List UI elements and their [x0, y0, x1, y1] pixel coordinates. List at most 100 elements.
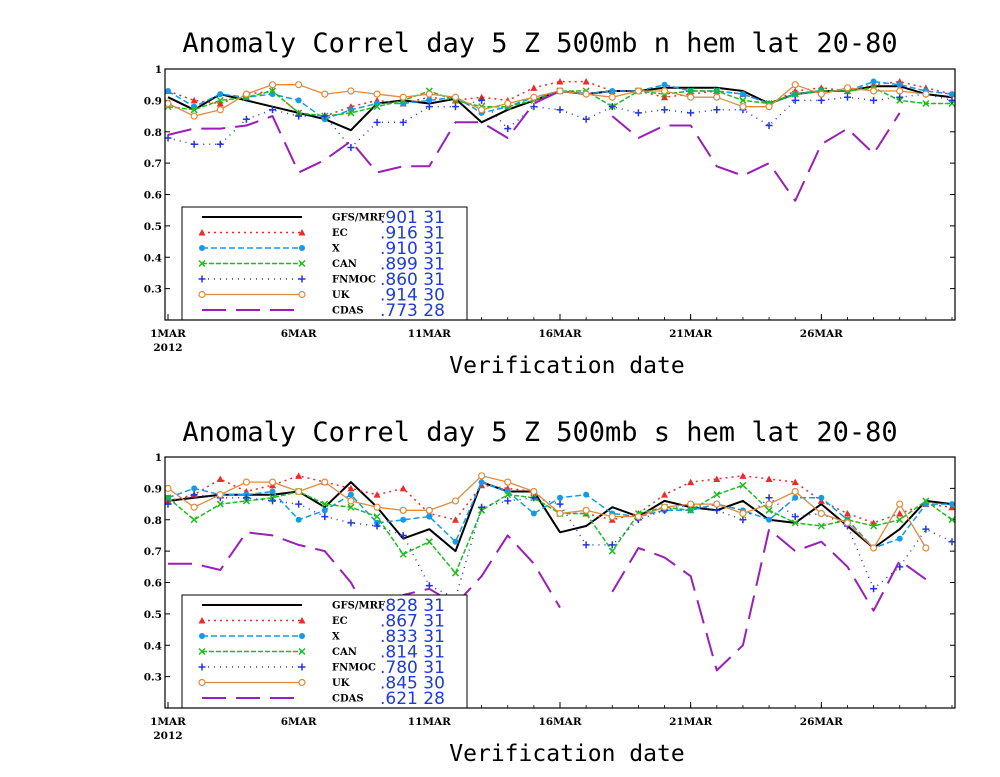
data-point [817, 90, 825, 98]
data-point [896, 535, 903, 542]
series-uk [164, 472, 930, 552]
data-point [504, 497, 512, 505]
legend-entry: CDAS .621 28 [202, 689, 445, 709]
y-tick-label: 0.9 [144, 95, 162, 107]
legend-entry: FNMOC .860 31 [198, 270, 445, 290]
data-point [373, 491, 381, 498]
series-uk [164, 81, 930, 120]
series-line [167, 84, 926, 117]
data-point [661, 106, 669, 114]
data-point [268, 478, 277, 486]
data-point [922, 544, 930, 552]
data-point [661, 93, 669, 101]
chart-panel-2: Anomaly Correl day 5 Z 500mb s hem lat 2… [144, 417, 956, 767]
data-point [608, 103, 616, 111]
data-point [661, 491, 669, 498]
data-point [426, 97, 433, 104]
chart-title: Anomaly Correl day 5 Z 500mb n hem lat 2… [182, 28, 897, 59]
data-point [739, 103, 747, 111]
data-point [608, 547, 616, 555]
legend-marker [199, 245, 205, 251]
data-point [687, 87, 695, 95]
series-line [611, 112, 901, 202]
legend-label: GFS/MRF [332, 601, 385, 612]
x-tick-label: 6MAR [281, 716, 317, 728]
data-point [687, 109, 695, 117]
legend-marker [298, 275, 306, 283]
data-point [504, 478, 512, 486]
legend-entry: GFS/MRF.828 31 [202, 596, 445, 616]
legend-label: EC [332, 616, 348, 627]
data-point [948, 516, 956, 524]
data-point [347, 484, 355, 492]
data-point [791, 513, 799, 521]
legend-score: .833 31 [380, 627, 445, 647]
data-point [190, 491, 198, 499]
data-point [530, 510, 537, 517]
data-point [373, 118, 381, 126]
data-point [608, 513, 616, 521]
x-axis-label: Verification date [449, 353, 684, 379]
data-point [321, 90, 329, 98]
legend-label: GFS/MRF [332, 213, 385, 224]
data-point [451, 103, 459, 111]
legend-score: .914 30 [380, 286, 445, 306]
data-point [634, 513, 643, 521]
x-tick-label: 21MAR [669, 716, 712, 728]
data-point [582, 78, 590, 85]
data-point [164, 484, 172, 492]
legend-score: .899 31 [380, 255, 445, 275]
data-point [556, 87, 564, 95]
legend-entry: EC .867 31 [198, 612, 445, 632]
data-point [425, 538, 433, 546]
legend-label: EC [332, 228, 348, 239]
data-point [948, 96, 956, 104]
data-point [295, 472, 303, 479]
plot-frame [164, 456, 956, 709]
legend-marker [198, 678, 206, 687]
data-point [922, 90, 930, 98]
data-point [922, 497, 930, 505]
data-point [765, 103, 773, 111]
y-tick-label: 0.5 [144, 609, 162, 621]
legend-marker [298, 663, 306, 671]
legend-marker [298, 678, 306, 687]
data-point [216, 491, 224, 499]
data-point [557, 494, 563, 501]
data-point [739, 481, 747, 489]
x-tick-label: 1MAR [150, 328, 186, 340]
legend-score: .780 31 [380, 658, 445, 678]
data-point [191, 485, 198, 492]
legend-marker [298, 290, 306, 299]
data-point [530, 487, 538, 496]
x-tick-label: 16MAR [538, 328, 581, 340]
legend-marker [198, 663, 206, 671]
data-point [896, 93, 904, 101]
data-point [216, 500, 224, 508]
y-tick-label: 0.5 [144, 221, 162, 233]
legend-entry: EC .916 31 [198, 224, 445, 244]
data-point [791, 478, 799, 486]
legend-entry: X .910 31 [199, 239, 445, 259]
data-point [556, 500, 564, 508]
data-point [661, 81, 668, 88]
data-point [242, 90, 250, 98]
data-point [792, 494, 799, 501]
data-point [609, 87, 616, 94]
data-point [347, 87, 355, 95]
data-point [556, 509, 564, 518]
x-tick-label: 21MAR [669, 328, 712, 340]
data-point [190, 106, 198, 114]
data-point [766, 516, 773, 523]
data-point [765, 121, 773, 129]
data-point [478, 479, 485, 486]
data-point [582, 90, 590, 98]
x-tick-label: 16MAR [538, 716, 581, 728]
data-point [164, 134, 172, 142]
data-point [687, 506, 695, 514]
data-point [896, 509, 904, 517]
legend-marker [198, 290, 206, 299]
